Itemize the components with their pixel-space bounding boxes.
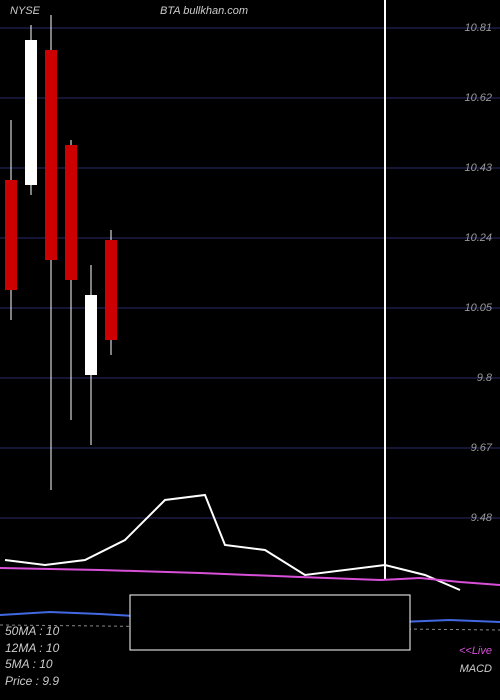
ma12-value: 10 [46,641,59,655]
white-indicator-line [5,495,460,590]
ma5-value: 10 [39,657,52,671]
y-label: 10.62 [464,92,492,104]
y-label: 9.67 [471,442,492,454]
ma50-value: 10 [46,624,59,638]
ticker-label: BTA bullkhan.com [160,5,248,17]
y-label: 9.48 [471,512,492,524]
exchange-label: NYSE [10,5,40,17]
y-label: 10.24 [464,232,492,244]
ma12-label: 12MA : [5,641,43,655]
ma5-row: 5MA : 10 [5,656,59,673]
ma5-label: 5MA : [5,657,36,671]
price-label: Price : [5,674,39,688]
live-annotation: <<Live [459,645,492,657]
candlesticks [5,15,117,490]
y-label: 9.8 [477,372,492,384]
ma50-label: 50MA : [5,624,43,638]
chart-svg [0,0,500,700]
ma12-row: 12MA : 10 [5,640,59,657]
y-label: 10.43 [464,162,492,174]
volume-box [130,595,410,650]
y-label: 10.05 [464,302,492,314]
price-row: Price : 9.9 [5,673,59,690]
ma50-row: 50MA : 10 [5,623,59,640]
stock-chart: NYSE BTA bullkhan.com [0,0,500,700]
magenta-ma-line [0,568,500,585]
info-panel: 50MA : 10 12MA : 10 5MA : 10 Price : 9.9 [5,623,59,690]
chart-header: NYSE BTA bullkhan.com [0,5,500,25]
price-value: 9.9 [42,674,59,688]
macd-annotation: MACD [460,663,492,675]
